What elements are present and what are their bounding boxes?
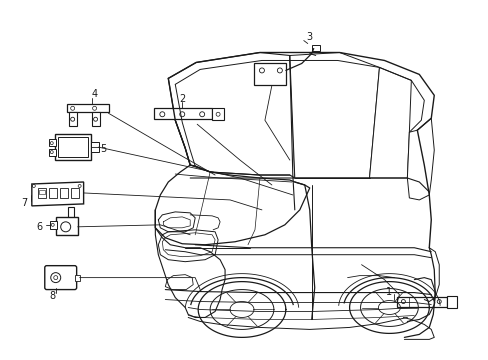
Polygon shape <box>168 53 294 178</box>
Bar <box>55 134 90 160</box>
Bar <box>49 149 56 156</box>
Bar <box>38 188 46 198</box>
Bar <box>56 217 78 235</box>
Bar <box>90 142 99 152</box>
Bar <box>60 188 67 198</box>
Text: 8: 8 <box>50 291 56 301</box>
Bar <box>253 63 285 85</box>
Bar <box>66 104 108 112</box>
FancyBboxPatch shape <box>45 266 77 289</box>
Bar <box>154 108 212 119</box>
Text: 3: 3 <box>306 32 312 41</box>
Bar <box>50 221 57 229</box>
Polygon shape <box>407 118 433 200</box>
Text: 1: 1 <box>386 287 392 297</box>
Bar <box>212 108 224 120</box>
Bar <box>447 296 456 307</box>
Bar <box>71 188 79 198</box>
Bar <box>49 139 56 146</box>
Bar <box>397 297 447 306</box>
Text: 5: 5 <box>101 144 106 154</box>
Bar <box>39 190 45 194</box>
Polygon shape <box>289 53 379 178</box>
Bar <box>49 188 57 198</box>
Bar <box>68 112 77 126</box>
Polygon shape <box>32 182 83 206</box>
Text: 6: 6 <box>37 222 43 232</box>
Bar <box>75 275 80 280</box>
Bar <box>58 137 87 157</box>
Bar <box>91 112 100 126</box>
Bar <box>311 45 319 50</box>
Polygon shape <box>369 67 410 178</box>
Text: 4: 4 <box>91 89 98 99</box>
Bar <box>67 207 74 221</box>
Text: 7: 7 <box>20 198 27 208</box>
Text: 2: 2 <box>179 94 185 104</box>
